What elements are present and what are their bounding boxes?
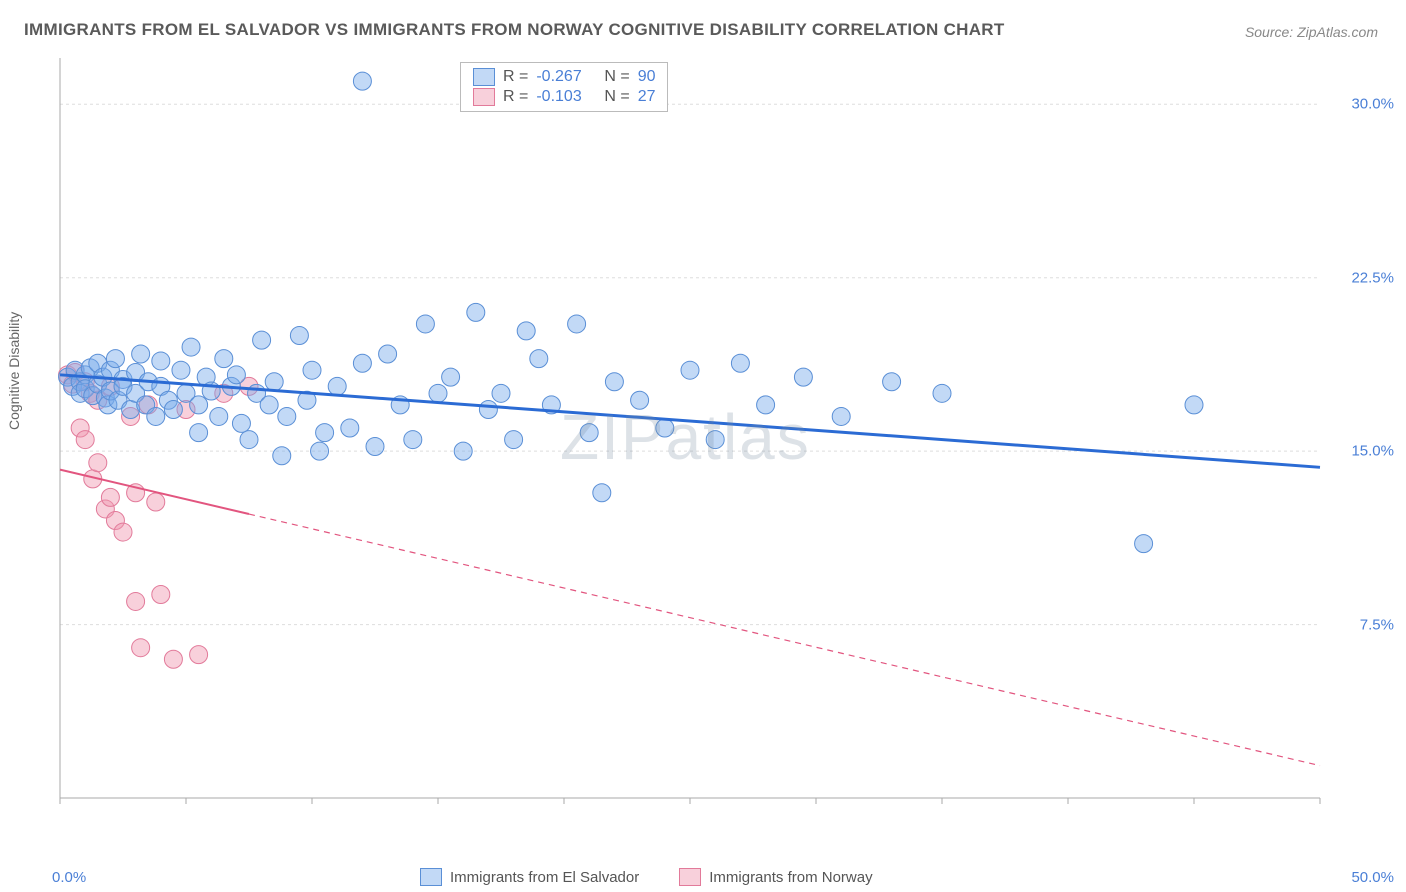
- y-axis-label: Cognitive Disability: [6, 312, 22, 430]
- r-value-norway: -0.103: [536, 88, 596, 106]
- x-axis-tick-max: 50.0%: [1351, 869, 1394, 886]
- legend-item-norway: Immigrants from Norway: [679, 868, 872, 886]
- y-axis-tick-label: 22.5%: [1351, 269, 1394, 286]
- r-label: R =: [503, 68, 528, 86]
- y-axis-tick-label: 7.5%: [1360, 616, 1394, 633]
- scatter-chart: [50, 58, 1360, 818]
- legend-item-el-salvador: Immigrants from El Salvador: [420, 868, 639, 886]
- correlation-legend: R = -0.267 N = 90 R = -0.103 N = 27: [460, 62, 668, 112]
- swatch-el-salvador: [420, 868, 442, 886]
- y-axis-tick-label: 30.0%: [1351, 96, 1394, 113]
- x-axis-tick-min: 0.0%: [52, 869, 86, 886]
- legend-label-norway: Immigrants from Norway: [709, 869, 872, 886]
- swatch-el-salvador: [473, 68, 495, 86]
- n-label: N =: [604, 68, 629, 86]
- r-label: R =: [503, 88, 528, 106]
- chart-title: IMMIGRANTS FROM EL SALVADOR VS IMMIGRANT…: [24, 20, 1005, 40]
- n-value-el-salvador: 90: [638, 68, 656, 86]
- legend-label-el-salvador: Immigrants from El Salvador: [450, 869, 639, 886]
- legend-row-norway: R = -0.103 N = 27: [473, 87, 655, 107]
- swatch-norway: [473, 88, 495, 106]
- swatch-norway: [679, 868, 701, 886]
- source-attribution: Source: ZipAtlas.com: [1245, 24, 1378, 40]
- legend-row-el-salvador: R = -0.267 N = 90: [473, 67, 655, 87]
- y-axis-tick-label: 15.0%: [1351, 443, 1394, 460]
- n-label: N =: [604, 88, 629, 106]
- chart-area: [50, 58, 1360, 818]
- r-value-el-salvador: -0.267: [536, 68, 596, 86]
- series-legend: Immigrants from El Salvador Immigrants f…: [420, 868, 873, 886]
- n-value-norway: 27: [638, 88, 656, 106]
